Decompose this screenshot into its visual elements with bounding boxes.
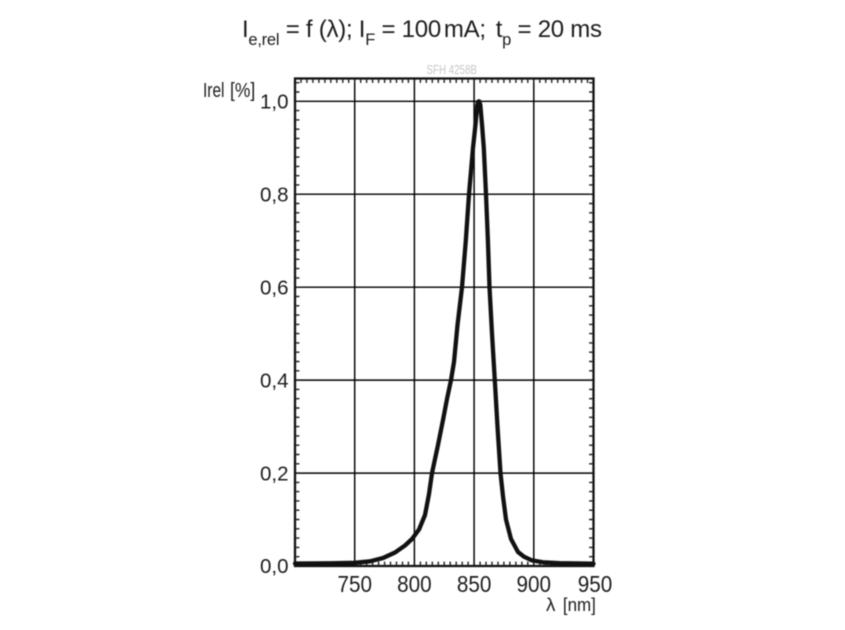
svg-text:750: 750 — [337, 571, 372, 597]
svg-text:850: 850 — [457, 571, 492, 597]
svg-text:Irel[%]: Irel [%] — [203, 80, 255, 102]
svg-text:1,0: 1,0 — [260, 91, 289, 114]
svg-text:0,0: 0,0 — [260, 555, 289, 578]
svg-text:0,4: 0,4 — [260, 369, 289, 392]
svg-text:0,2: 0,2 — [260, 462, 289, 485]
svg-text:Ie,rel = f (λ); IF = 100 mA; t: Ie,rel = f (λ); IF = 100 mA; tp = 20 ms — [242, 16, 602, 49]
svg-text:SFH 4258B: SFH 4258B — [427, 62, 477, 77]
svg-text:0,8: 0,8 — [260, 183, 289, 206]
svg-text:800: 800 — [397, 571, 432, 597]
svg-text:0,6: 0,6 — [260, 276, 289, 299]
svg-text:900: 900 — [517, 571, 552, 597]
svg-text:950: 950 — [578, 571, 613, 597]
